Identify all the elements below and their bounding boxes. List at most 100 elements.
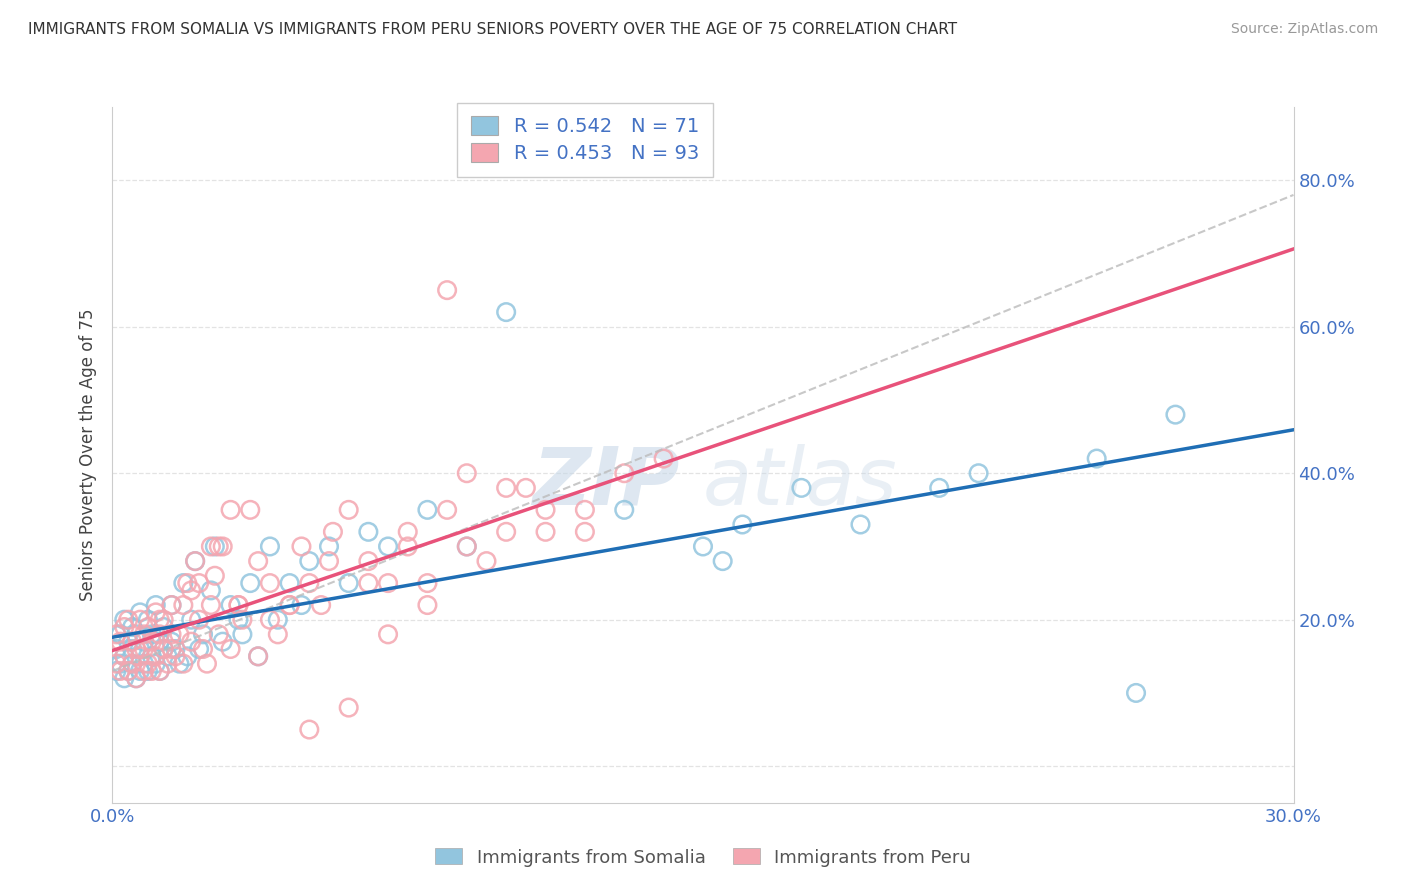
Point (337, 503, 360, 517)
Point (165, 649, 187, 664)
Point (228, 613, 250, 627)
Point (149, 634, 172, 648)
Point (534, 503, 557, 517)
Point (132, 642, 155, 657)
Point (180, 613, 202, 627)
Point (416, 598, 439, 612)
Point (309, 598, 332, 612)
Point (298, 554, 321, 568)
Point (117, 664, 139, 678)
Point (129, 642, 152, 657)
Point (239, 503, 262, 517)
Point (377, 576, 399, 591)
Point (211, 540, 233, 554)
Point (278, 576, 301, 591)
Point (117, 634, 139, 648)
Point (125, 671, 148, 685)
Point (790, 481, 813, 495)
Point (928, 481, 950, 495)
Point (247, 554, 270, 568)
Point (152, 620, 174, 634)
Point (298, 723, 321, 737)
Point (228, 598, 250, 612)
Point (188, 576, 211, 591)
Point (259, 576, 281, 591)
Point (475, 554, 498, 568)
Text: atlas: atlas (703, 443, 898, 522)
Point (290, 598, 312, 612)
Point (574, 524, 596, 539)
Point (110, 627, 132, 641)
Point (416, 576, 439, 591)
Point (136, 664, 159, 678)
Point (188, 613, 211, 627)
Point (515, 481, 537, 495)
Point (176, 649, 198, 664)
Point (121, 620, 143, 634)
Point (357, 576, 380, 591)
Point (112, 620, 135, 634)
Point (208, 540, 231, 554)
Point (184, 554, 207, 568)
Point (105, 657, 128, 671)
Point (495, 524, 517, 539)
Point (129, 664, 152, 678)
Point (495, 481, 517, 495)
Point (1085, 451, 1108, 466)
Point (160, 598, 183, 612)
Point (121, 657, 143, 671)
Point (145, 649, 167, 664)
Point (132, 664, 155, 678)
Point (105, 664, 128, 678)
Point (278, 598, 301, 612)
Point (396, 540, 419, 554)
Point (1164, 408, 1187, 422)
Point (731, 517, 754, 532)
Point (231, 613, 253, 627)
Point (152, 642, 174, 657)
Point (136, 657, 159, 671)
Point (149, 627, 172, 641)
Point (377, 627, 399, 641)
Point (239, 576, 262, 591)
Point (110, 657, 132, 671)
Point (211, 634, 233, 648)
Point (172, 598, 194, 612)
Point (267, 627, 290, 641)
Point (105, 642, 128, 657)
Point (259, 613, 281, 627)
Point (613, 503, 636, 517)
Point (160, 634, 183, 648)
Point (456, 467, 478, 481)
Point (180, 634, 202, 648)
Point (259, 540, 281, 554)
Point (436, 503, 458, 517)
Point (613, 467, 636, 481)
Point (169, 657, 191, 671)
Point (298, 576, 321, 591)
Point (652, 451, 675, 466)
Point (141, 627, 163, 641)
Point (129, 613, 152, 627)
Point (574, 503, 596, 517)
Point (152, 642, 174, 657)
Point (160, 598, 183, 612)
Point (436, 283, 458, 297)
Point (318, 554, 340, 568)
Point (267, 613, 290, 627)
Point (132, 627, 155, 641)
Point (117, 613, 139, 627)
Point (1125, 686, 1147, 700)
Point (112, 649, 135, 664)
Point (692, 540, 714, 554)
Point (204, 568, 226, 582)
Point (337, 700, 360, 714)
Point (195, 657, 218, 671)
Point (377, 540, 399, 554)
Point (149, 664, 172, 678)
Point (141, 664, 163, 678)
Point (125, 671, 148, 685)
Point (125, 642, 148, 657)
Point (357, 524, 380, 539)
Point (110, 664, 132, 678)
